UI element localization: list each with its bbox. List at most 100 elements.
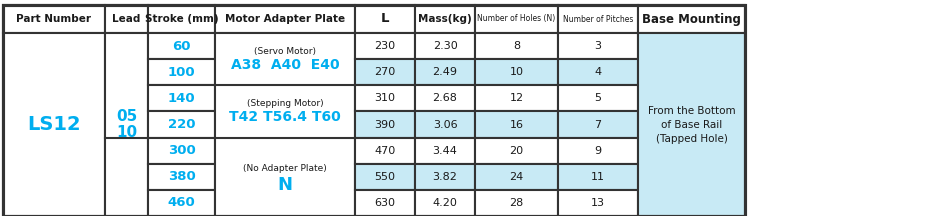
Bar bbox=[415, 190, 475, 216]
Bar bbox=[355, 5, 415, 33]
Text: (No Adapter Plate): (No Adapter Plate) bbox=[243, 164, 327, 173]
Bar bbox=[475, 33, 558, 59]
Text: 460: 460 bbox=[167, 196, 196, 210]
Text: Stroke (mm): Stroke (mm) bbox=[144, 14, 218, 24]
Bar bbox=[105, 5, 148, 33]
Text: Motor Adapter Plate: Motor Adapter Plate bbox=[225, 14, 345, 24]
Text: 4: 4 bbox=[595, 67, 601, 77]
Bar bbox=[638, 33, 745, 216]
Text: 9: 9 bbox=[595, 146, 601, 156]
Bar bbox=[475, 59, 558, 85]
Text: A38  A40  E40: A38 A40 E40 bbox=[231, 58, 339, 72]
Text: 16: 16 bbox=[509, 119, 523, 130]
Bar bbox=[415, 138, 475, 164]
Text: 10: 10 bbox=[116, 125, 137, 140]
Bar bbox=[148, 59, 215, 85]
Text: 220: 220 bbox=[168, 118, 196, 131]
Bar bbox=[148, 111, 215, 138]
Text: Mass(kg): Mass(kg) bbox=[418, 14, 472, 24]
Text: L: L bbox=[381, 13, 390, 25]
Bar bbox=[215, 33, 355, 216]
Text: 140: 140 bbox=[168, 92, 196, 105]
Text: 550: 550 bbox=[374, 172, 395, 182]
Text: 2.30: 2.30 bbox=[432, 41, 457, 51]
Bar bbox=[148, 85, 215, 111]
Bar bbox=[475, 138, 558, 164]
Text: 11: 11 bbox=[591, 172, 605, 182]
Bar bbox=[475, 164, 558, 190]
Text: 5: 5 bbox=[595, 93, 601, 103]
Bar bbox=[558, 5, 638, 33]
Bar bbox=[558, 138, 638, 164]
Text: 10: 10 bbox=[509, 67, 523, 77]
Bar bbox=[558, 111, 638, 138]
Bar bbox=[415, 5, 475, 33]
Bar bbox=[148, 33, 215, 59]
Bar bbox=[415, 164, 475, 190]
Bar bbox=[105, 33, 148, 216]
Bar bbox=[415, 33, 475, 59]
Bar bbox=[558, 33, 638, 59]
Text: 2.68: 2.68 bbox=[432, 93, 458, 103]
Text: 7: 7 bbox=[595, 119, 601, 130]
Text: 3: 3 bbox=[595, 41, 601, 51]
Bar bbox=[355, 85, 415, 111]
Text: 2.49: 2.49 bbox=[432, 67, 458, 77]
Bar bbox=[148, 5, 215, 33]
Bar bbox=[148, 190, 215, 216]
Text: Number of Pitches: Number of Pitches bbox=[562, 14, 634, 24]
Text: Part Number: Part Number bbox=[16, 14, 91, 24]
Bar bbox=[558, 190, 638, 216]
Bar bbox=[475, 111, 558, 138]
Text: 390: 390 bbox=[374, 119, 395, 130]
Bar bbox=[415, 111, 475, 138]
Bar bbox=[355, 164, 415, 190]
Text: (Stepping Motor): (Stepping Motor) bbox=[247, 99, 323, 108]
Text: 12: 12 bbox=[509, 93, 523, 103]
Text: 20: 20 bbox=[509, 146, 523, 156]
Text: 3.82: 3.82 bbox=[432, 172, 458, 182]
Bar bbox=[558, 59, 638, 85]
Text: of Base Rail: of Base Rail bbox=[661, 119, 722, 130]
Bar bbox=[215, 5, 355, 33]
Text: 28: 28 bbox=[509, 198, 523, 208]
Text: N: N bbox=[277, 176, 293, 194]
Bar bbox=[3, 5, 105, 33]
Text: 380: 380 bbox=[167, 170, 196, 183]
Bar bbox=[415, 59, 475, 85]
Text: 310: 310 bbox=[374, 93, 395, 103]
Bar bbox=[558, 85, 638, 111]
Bar bbox=[475, 85, 558, 111]
Bar bbox=[475, 5, 558, 33]
Bar bbox=[148, 138, 215, 164]
Text: (Tapped Hole): (Tapped Hole) bbox=[656, 133, 728, 143]
Text: 13: 13 bbox=[591, 198, 605, 208]
Bar bbox=[3, 5, 745, 216]
Bar bbox=[475, 190, 558, 216]
Bar bbox=[355, 111, 415, 138]
Bar bbox=[355, 138, 415, 164]
Text: 470: 470 bbox=[374, 146, 395, 156]
Bar bbox=[638, 5, 745, 33]
Text: From the Bottom: From the Bottom bbox=[648, 105, 735, 116]
Text: 3.44: 3.44 bbox=[432, 146, 458, 156]
Text: 230: 230 bbox=[374, 41, 395, 51]
Bar bbox=[148, 164, 215, 190]
Text: 3.06: 3.06 bbox=[432, 119, 457, 130]
Bar bbox=[558, 164, 638, 190]
Text: T42 T56.4 T60: T42 T56.4 T60 bbox=[229, 110, 341, 124]
Bar bbox=[355, 33, 415, 59]
Text: 630: 630 bbox=[374, 198, 395, 208]
Text: Lead: Lead bbox=[112, 14, 141, 24]
Text: 24: 24 bbox=[509, 172, 523, 182]
Text: 60: 60 bbox=[172, 40, 191, 52]
Text: Base Mounting: Base Mounting bbox=[642, 13, 741, 25]
Text: 270: 270 bbox=[374, 67, 395, 77]
Text: 100: 100 bbox=[168, 66, 196, 79]
Bar bbox=[415, 85, 475, 111]
Text: 4.20: 4.20 bbox=[432, 198, 458, 208]
Bar bbox=[355, 59, 415, 85]
Text: 8: 8 bbox=[513, 41, 520, 51]
Text: 300: 300 bbox=[167, 144, 196, 157]
Text: Number of Holes (N): Number of Holes (N) bbox=[477, 14, 556, 24]
